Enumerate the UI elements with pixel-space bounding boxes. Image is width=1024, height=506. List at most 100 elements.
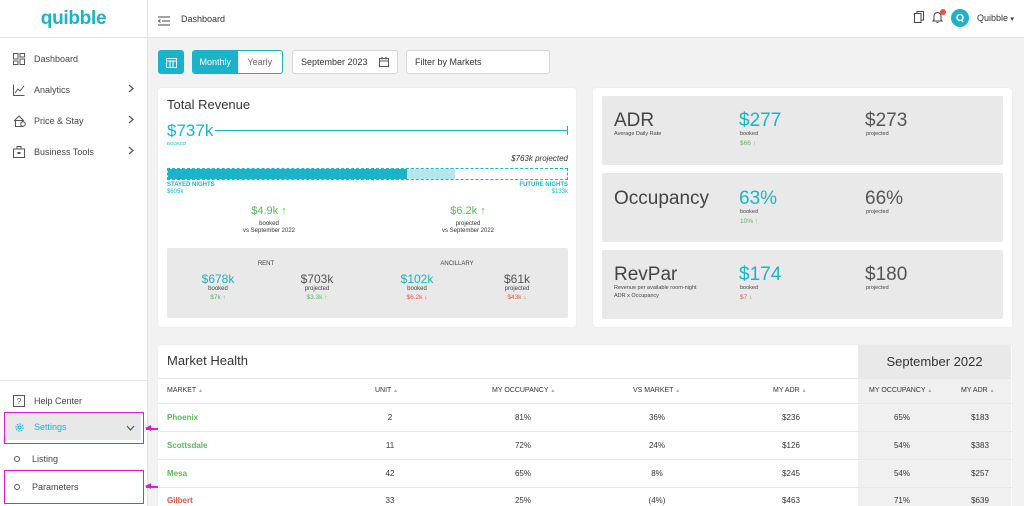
market-filter-input[interactable]: Filter by Markets [406,50,550,74]
sort-icon: ▲ [198,388,203,394]
sort-icon: ▲ [801,388,807,394]
sidebar-item-label: Business Tools [34,147,94,157]
projected-delta-compare: vs September 2022 [441,228,495,234]
calendar-view-button[interactable] [158,50,184,74]
table-cell-prev-occupancy: 54% [893,469,910,478]
metric-projected-value: 66% [865,188,904,209]
stayed-nights-label: STAYED NIGHTS [167,182,215,188]
table-cell-occupancy: 25% [514,496,531,505]
table-cell-adr: $126 [782,441,800,450]
arrow-down-icon: ↓ [749,294,753,301]
projected-delta: $6.2k ↑ [423,205,513,217]
chevron-down-icon [126,423,135,433]
month-picker[interactable]: September 2023 [292,50,398,74]
column-header-unit[interactable]: UNIT ▲ [375,387,398,394]
ancillary-booked-delta: $6.2k ↓ [387,294,447,301]
metric-projected-label: projected [866,131,889,137]
chevron-right-icon [128,84,134,95]
metric-delta: $7 ↓ [740,294,752,301]
settings-highlight [4,412,144,444]
ancillary-booked-value: $102k [400,272,434,286]
metric-delta: $66 ↑ [740,140,756,147]
market-link-scottsdale[interactable]: Scottsdale [167,441,208,450]
adr-metric: ADR Average Daily Rate $277 booked $66 ↑… [602,96,1003,165]
column-header-market[interactable]: MARKET ▲ [167,387,203,394]
table-row-divider [158,431,1012,432]
column-header-prev-occupancy[interactable]: MY OCCUPANCY ▲ [869,387,932,394]
table-header-bottom-border [158,403,1012,404]
gear-icon [12,420,26,434]
revpar-metric: RevPar Revenue per available room-night … [602,250,1003,319]
bullet-icon [14,456,20,462]
revenue-breakdown-panel [167,248,568,318]
rent-booked-value: $678k [201,272,235,286]
arrow-up-icon: ↑ [754,218,759,225]
sidebar-item-business-tools[interactable]: Business Tools [0,138,148,166]
column-header-vs-market[interactable]: VS MARKET ▲ [633,387,680,394]
sidebar-item-help-center[interactable]: ? Help Center [0,387,148,415]
metric-subtitle: Average Daily Rate [614,131,662,137]
metric-booked-label: booked [740,131,759,137]
future-nights-value: $133k [551,189,568,195]
table-cell-adr: $245 [782,469,800,478]
monthly-toggle[interactable]: Monthly [193,51,238,73]
table-row-divider [158,487,1012,488]
metric-booked-value: 63% [739,188,778,209]
sidebar-item-label: Dashboard [34,54,79,64]
arrow-up-icon: ↑ [480,205,486,217]
column-header-prev-adr[interactable]: MY ADR ▲ [961,387,995,394]
user-menu[interactable]: Quibble ▾ [977,13,1014,23]
sidebar-subitem-parameters[interactable]: Parameters [14,482,79,492]
metric-projected-label: projected [866,285,889,291]
metric-name: ADR [614,110,655,131]
column-header-my-occupancy[interactable]: MY OCCUPANCY ▲ [492,387,555,394]
sidebar-item-label: Help Center [34,396,83,406]
occupancy-metric: Occupancy 63% booked 10% ↑ 66% projected [602,173,1003,242]
bell-icon[interactable] [931,9,946,25]
breadcrumb: Dashboard [181,14,226,24]
rent-booked-label: booked [208,286,228,292]
comparison-column-bg [858,378,1011,506]
market-health-title: Market Health [167,353,248,368]
metric-booked-value: $277 [739,110,782,131]
column-header-label: UNIT [375,387,392,394]
metric-formula: ADR x Occupancy [614,293,659,299]
column-header-label: MY ADR [961,387,988,394]
app-logo[interactable]: quibble [0,0,147,38]
column-header-my-adr[interactable]: MY ADR ▲ [773,387,807,394]
table-cell-prev-adr: $383 [971,441,989,450]
metric-name: RevPar [614,264,678,285]
sidebar-item-dashboard[interactable]: Dashboard [0,45,148,73]
sidebar-item-price-stay[interactable]: Price & Stay [0,107,148,135]
column-header-label: MARKET [167,387,197,394]
avatar[interactable] [950,9,969,27]
notification-badge [939,9,946,15]
arrow-up-icon: ↑ [222,294,226,301]
sidebar-item-analytics[interactable]: Analytics [0,76,148,104]
top-header: Dashboard Quibble ▾ [148,0,1024,38]
rent-projected-delta: $3.3k ↑ [287,294,347,301]
yearly-toggle[interactable]: Yearly [247,57,273,67]
table-cell-prev-adr: $257 [971,469,989,478]
stayed-nights-value: $605k [167,189,184,195]
market-link-mesa[interactable]: Mesa [167,469,188,478]
projected-revenue: $763k projected [511,154,568,163]
bullet-icon [14,484,20,490]
rent-projected-label: projected [304,286,330,292]
sidebar-divider [0,380,148,381]
rent-projected-value: $703k [300,272,334,286]
sidebar-item-settings[interactable]: Settings [6,414,141,440]
table-cell-prev-occupancy: 65% [893,413,910,422]
parameters-highlight [4,470,144,504]
sidebar-subitem-listing[interactable]: Listing [14,454,58,464]
market-link-gilbert[interactable]: Gilbert [167,496,193,505]
ancillary-booked-label: booked [407,286,427,292]
table-cell-vs-market: 24% [648,441,665,450]
caret-down-icon: ▾ [1010,16,1014,23]
menu-collapse-icon[interactable] [157,13,170,31]
market-link-phoenix[interactable]: Phoenix [167,413,199,422]
rent-booked-delta: $7k ↑ [188,294,248,301]
booked-line-end [567,126,568,135]
copy-icon[interactable] [913,11,924,25]
rent-title: RENT [257,261,275,267]
